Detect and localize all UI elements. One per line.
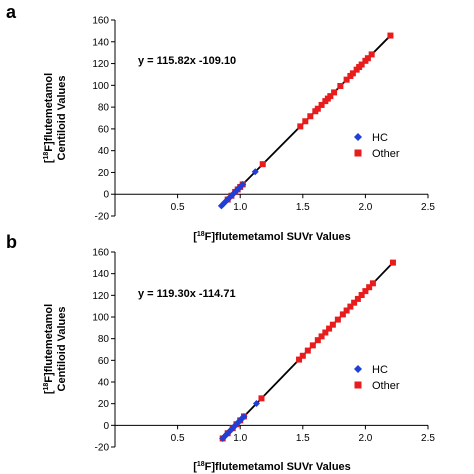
panel-a-y-tick-label: 120 xyxy=(92,59,109,70)
panel-a-point-other xyxy=(349,70,356,77)
panel-b-letter: b xyxy=(6,232,17,252)
panel-a-point-other xyxy=(364,55,371,62)
panel-b-point-other xyxy=(334,316,341,323)
panel-b-x-tick-label: 1.0 xyxy=(233,433,247,444)
panel-a-x-tick-label: 1.5 xyxy=(296,202,310,213)
panel-a-point-other xyxy=(387,32,394,39)
panel-a-y-tick-label: 80 xyxy=(98,103,110,114)
panel-b-legend-other-label: Other xyxy=(372,380,400,392)
panel-a-point-other xyxy=(307,113,314,120)
panel-a-x-tick-label: 0.5 xyxy=(171,202,185,213)
panel-b-legend: HC Other xyxy=(354,364,400,392)
panel-b-point-other xyxy=(322,329,329,336)
panel-a-x-tick-label: 2.0 xyxy=(358,202,372,213)
panel-b-point-other xyxy=(299,352,306,359)
panel-a-point-other xyxy=(368,51,375,58)
panel-a-x-tick-label: 2.5 xyxy=(421,202,435,213)
panel-a-point-other xyxy=(343,76,350,83)
panel-a-y-axis-title: [18F]flutemetamol Centiloid Values xyxy=(43,73,68,163)
panel-a-y-tick-label: 100 xyxy=(92,81,109,92)
panel-b-point-other xyxy=(366,284,373,291)
panel-b-x-tick-label: 1.5 xyxy=(296,433,310,444)
panel-b-point-other xyxy=(318,333,325,340)
panel-a-y-tick-label: -20 xyxy=(95,212,110,223)
panel-b-point-other xyxy=(314,337,321,344)
panel-b-point-other xyxy=(347,303,354,310)
panel-b-point-other xyxy=(351,299,358,306)
panel-a-y-axis-title-line1: [18F]flutemetamol xyxy=(43,73,55,163)
panel-a-legend-hc-label: HC xyxy=(372,132,388,144)
panel-a-x-tick-label: 1.0 xyxy=(233,202,247,213)
panel-a-y-tick-label: 0 xyxy=(103,190,109,201)
panel-b-point-other xyxy=(329,321,336,328)
panel-b-point-other xyxy=(389,259,396,266)
panel-b-x-axis-title: [18F]flutemetamol SUVr Values xyxy=(193,461,351,473)
panel-a-y-tick-label: 60 xyxy=(98,124,110,135)
panel-a-point-other xyxy=(259,161,266,168)
panel-a-point-hc xyxy=(239,180,247,188)
panel-a-y-tick-label: 20 xyxy=(98,168,110,179)
panel-b-point-other xyxy=(369,280,376,287)
panel-b-y-tick-label: 40 xyxy=(98,378,110,389)
panel-b-y-tick-label: 20 xyxy=(98,399,110,410)
panel-a-point-other xyxy=(318,101,325,108)
panel-a-point-other xyxy=(358,61,365,68)
panel-b-point-other xyxy=(304,347,311,354)
panel-a-point-hc xyxy=(251,168,259,176)
panel-b-y-tick-label: 80 xyxy=(98,334,110,345)
panel-b-plot: -20 0 20 40 60 80 100 120 140 160 0.5 1.0 1.5 2.0 2.5 xyxy=(92,248,435,454)
panel-b-y-tick-label: 140 xyxy=(92,269,109,280)
panel-a-legend-hc-marker xyxy=(354,133,362,141)
panel-a-y-tick-label: 160 xyxy=(92,16,109,27)
panel-b-point-other xyxy=(358,292,365,299)
panel-a-equation: y = 115.82x -109.10 xyxy=(138,55,236,67)
panel-b-y-tick-label: 100 xyxy=(92,313,109,324)
panel-a-legend-other-marker xyxy=(354,149,362,157)
panel-b-point-hc xyxy=(240,412,248,420)
panel-a-letter: a xyxy=(6,2,17,22)
panel-b-x-tick-label: 2.5 xyxy=(421,433,435,444)
panel-b-y-tick-label: 160 xyxy=(92,248,109,259)
panel-a-x-axis-title: [18F]flutemetamol SUVr Values xyxy=(193,231,351,243)
panel-b-point-hc xyxy=(252,400,260,408)
panel-a-plot: -20 0 20 40 60 80 100 120 140 160 0.5 1.0 1.5 2.0 2.5 xyxy=(92,16,435,223)
panel-b-point-other xyxy=(343,307,350,314)
panel-a-point-other xyxy=(314,105,321,112)
panel-b-point-other xyxy=(296,356,303,363)
panel-b-equation: y = 119.30x -114.71 xyxy=(138,288,236,300)
panel-a-point-other xyxy=(331,89,338,96)
panel-b-point-other xyxy=(362,288,369,295)
panel-b-y-axis-title: [18F]flutemetamol Centiloid Values xyxy=(43,304,68,394)
panel-b-y-tick-label: 0 xyxy=(103,421,109,432)
panel-b-y-axis-title-line2: Centiloid Values xyxy=(56,307,68,392)
panel-a-legend: HC Other xyxy=(354,132,400,160)
panel-b-legend-hc-marker xyxy=(354,365,362,373)
panel-b-point-other xyxy=(354,295,361,302)
panel-a-y-tick-label: 40 xyxy=(98,146,110,157)
panel-a-point-other xyxy=(337,82,344,89)
panel-b-y-tick-label: -20 xyxy=(95,443,110,454)
panel-b-point-other xyxy=(309,342,316,349)
panel-b-point-other xyxy=(326,325,333,332)
panel-a-point-other xyxy=(302,118,309,125)
panel-b-x-tick-label: 2.0 xyxy=(358,433,372,444)
panel-a-point-other xyxy=(327,93,334,100)
panel-a-y-axis-title-line2: Centiloid Values xyxy=(56,76,68,161)
panel-a-y-tick-label: 140 xyxy=(92,37,109,48)
panel-b-legend-other-marker xyxy=(354,381,362,389)
panel-b-point-other xyxy=(258,395,265,402)
panel-b-y-tick-label: 60 xyxy=(98,356,110,367)
panel-a-point-other xyxy=(297,123,304,130)
panel-a-legend-other-label: Other xyxy=(372,148,400,160)
panel-b-legend-hc-label: HC xyxy=(372,364,388,376)
panel-b-x-tick-label: 0.5 xyxy=(171,433,185,444)
panel-b-y-axis-title-line1: [18F]flutemetamol xyxy=(43,304,55,394)
panel-b-point-other xyxy=(339,311,346,318)
panel-b-y-tick-label: 120 xyxy=(92,291,109,302)
